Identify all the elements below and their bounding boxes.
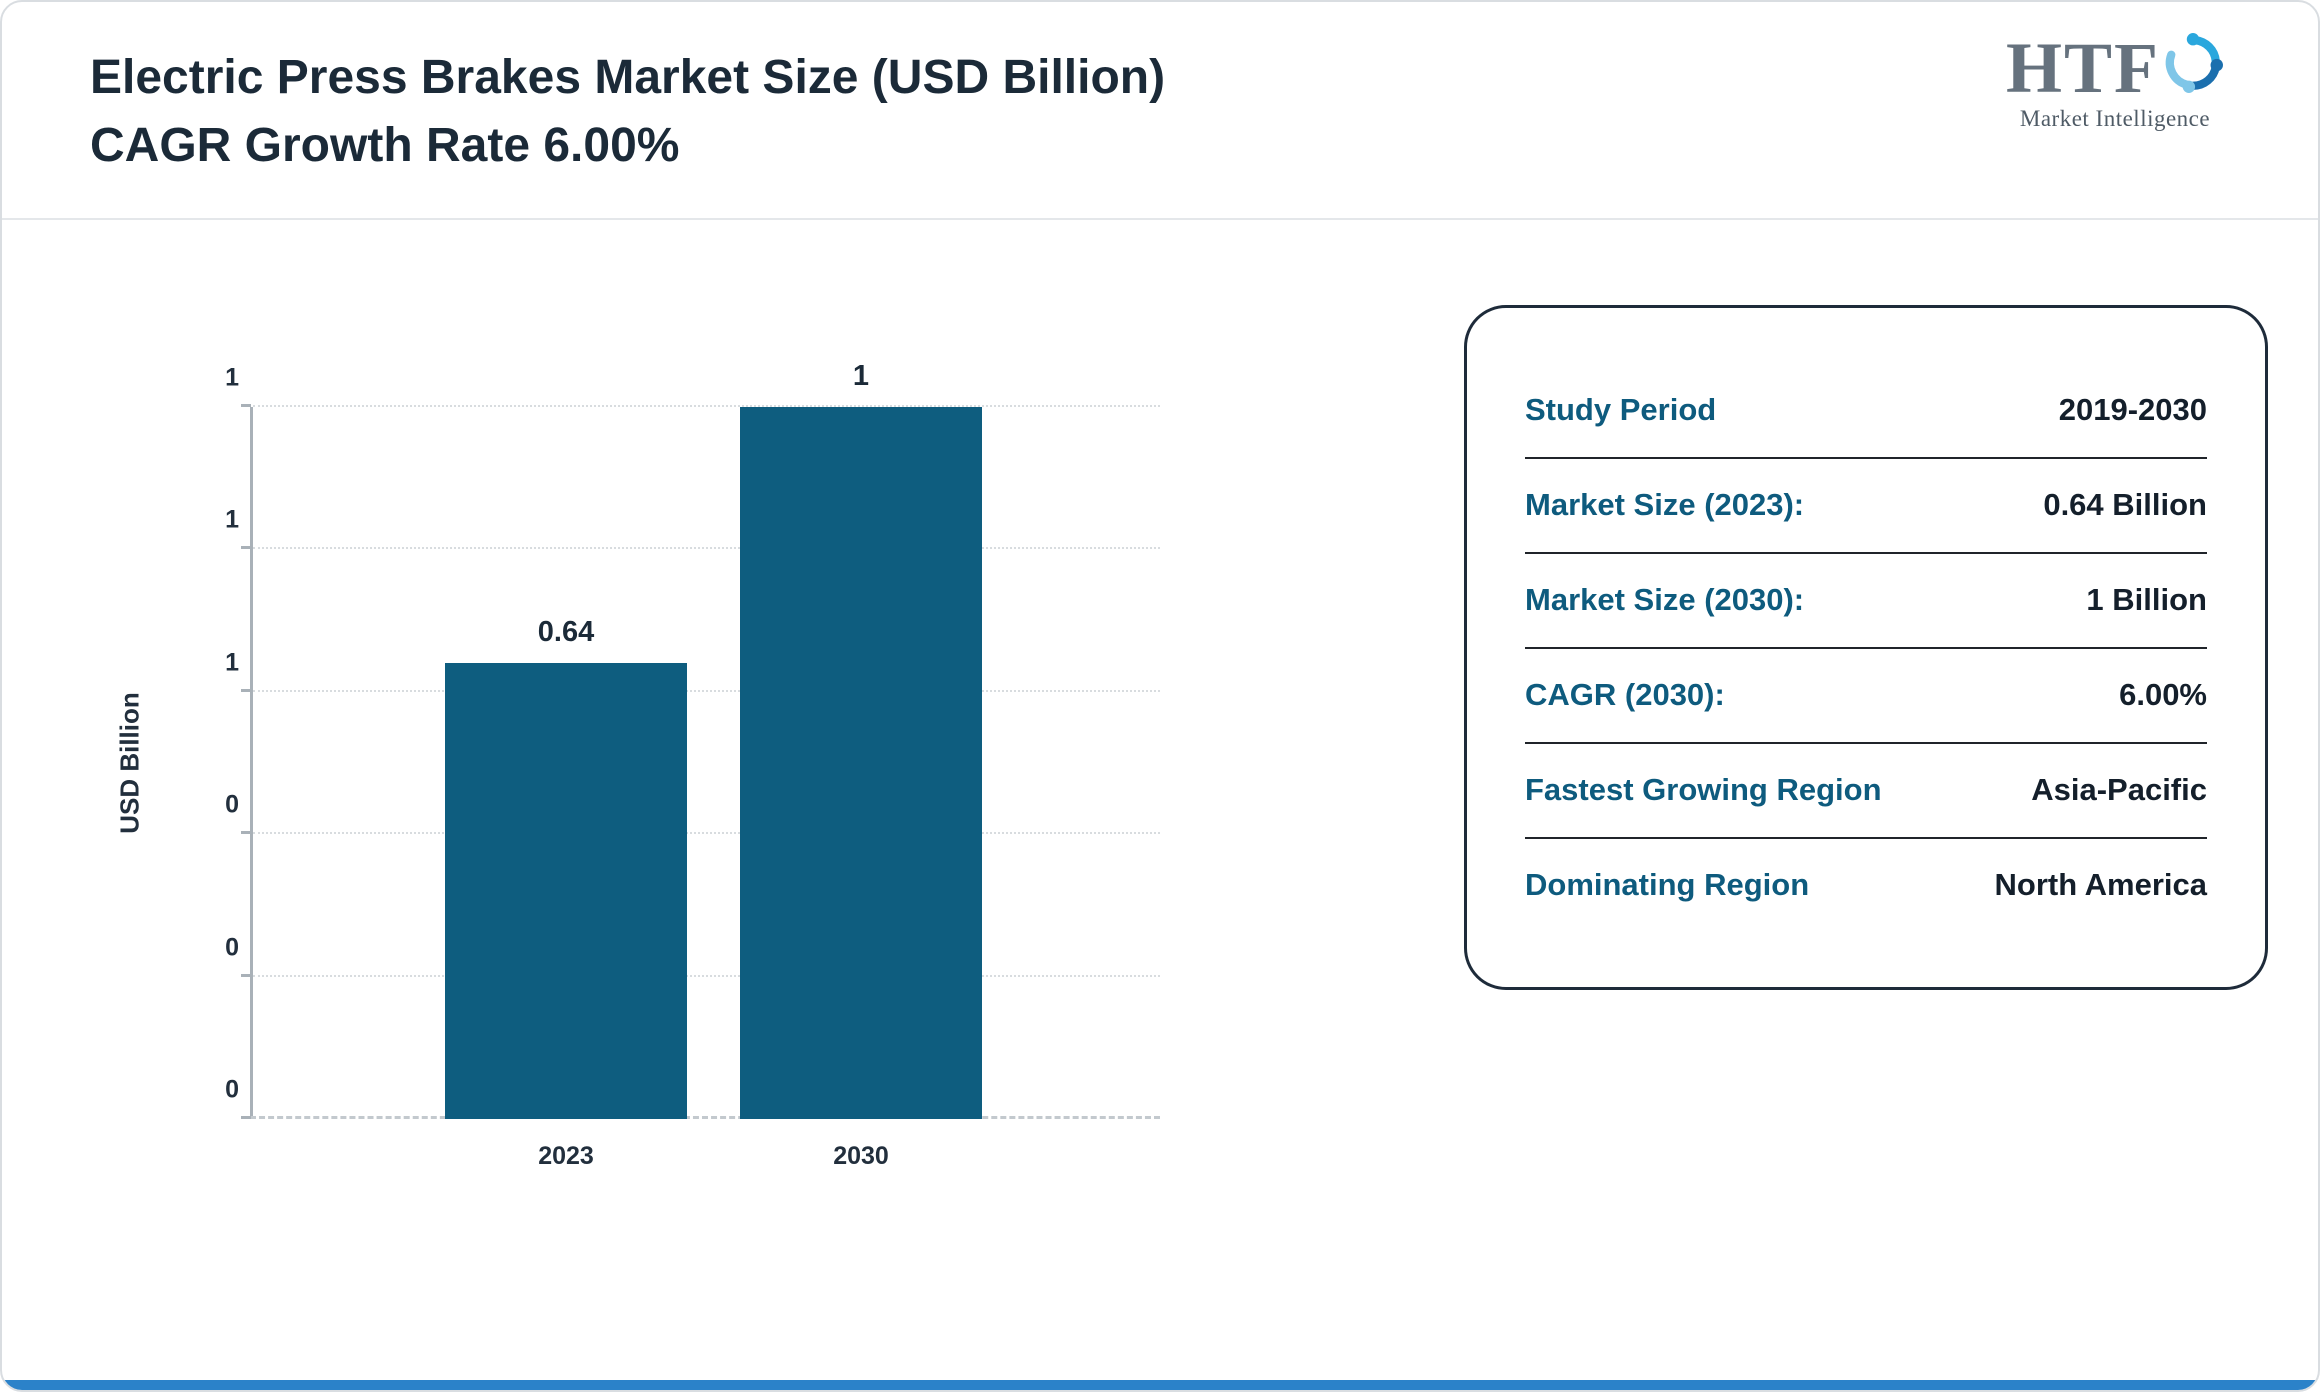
bar-group-2023: 0.64 2023 [445,407,687,1170]
gridline [253,405,1160,407]
bar-value-2030: 1 [852,360,870,392]
y-tick-mark [241,831,251,835]
summary-label: Market Size (2023): [1525,487,1805,522]
y-tick-mark [241,404,251,407]
summary-label: Study Period [1525,392,1717,427]
y-tick-label: 0 [225,790,239,819]
summary-row-dominating-region: Dominating Region North America [1525,839,2207,932]
summary-row-market-size-2023: Market Size (2023): 0.64 Billion [1525,459,2207,554]
brand-logo-text: HTF [2005,28,2160,108]
summary-row-study-period: Study Period 2019-2030 [1525,364,2207,459]
gridline [253,689,1160,692]
x-tick-label-2023: 2023 [538,1142,594,1170]
y-tick-label: 0 [225,933,239,962]
plot-area: 0 0 0 1 1 1 0.64 2023 1 2030 [225,360,1160,1170]
footer-accent-bar [2,1380,2318,1390]
bar-2030 [740,407,982,1119]
brand-logo-top: HTF [2000,32,2230,104]
header: Electric Press Brakes Market Size (USD B… [2,2,2318,220]
summary-label: CAGR (2030): [1525,677,1725,712]
gridline [253,974,1160,977]
y-tick-label: 1 [225,648,239,677]
gridline [253,832,1160,835]
page-title: Electric Press Brakes Market Size (USD B… [90,44,1165,180]
bar-2023 [445,663,687,1119]
summary-value: 1 Billion [2086,582,2207,617]
page-title-line1: Electric Press Brakes Market Size (USD B… [90,51,1166,104]
summary-value: Asia-Pacific [2031,772,2207,807]
y-tick-mark [241,546,251,550]
x-axis-line [250,1116,1160,1119]
summary-value: 0.64 Billion [2043,487,2207,522]
summary-row-market-size-2030: Market Size (2030): 1 Billion [1525,554,2207,649]
y-tick-label: 1 [225,505,239,534]
page-title-line2: CAGR Growth Rate 6.00% [90,119,680,173]
gridline [253,547,1160,550]
y-tick-label: 1 [225,363,239,392]
summary-value: 6.00% [2119,677,2207,712]
x-tick-label-2030: 2030 [833,1142,889,1170]
summary-value: 2019-2030 [2058,392,2207,427]
summary-label: Fastest Growing Region [1525,772,1882,807]
market-summary-card: Study Period 2019-2030 Market Size (2023… [1464,305,2268,990]
brand-swirl-icon [2162,32,2224,99]
summary-value: North America [1994,867,2207,902]
bar-group-2030: 1 2030 [740,360,982,1170]
brand-logo-tagline: Market Intelligence [2019,106,2211,131]
summary-row-cagr: CAGR (2030): 6.00% [1525,649,2207,744]
y-axis-label: USD Billion [114,692,145,834]
summary-row-fastest-growing-region: Fastest Growing Region Asia-Pacific [1525,744,2207,839]
bar-value-2023: 0.64 [537,616,595,648]
y-tick-label: 0 [225,1075,239,1104]
y-tick-mark [241,688,251,692]
y-tick-mark [241,973,251,977]
y-tick-mark [241,1116,251,1119]
summary-label: Market Size (2030): [1525,582,1805,617]
brand-logo: HTF Market Intelligence [2000,32,2230,132]
summary-label: Dominating Region [1525,867,1810,902]
